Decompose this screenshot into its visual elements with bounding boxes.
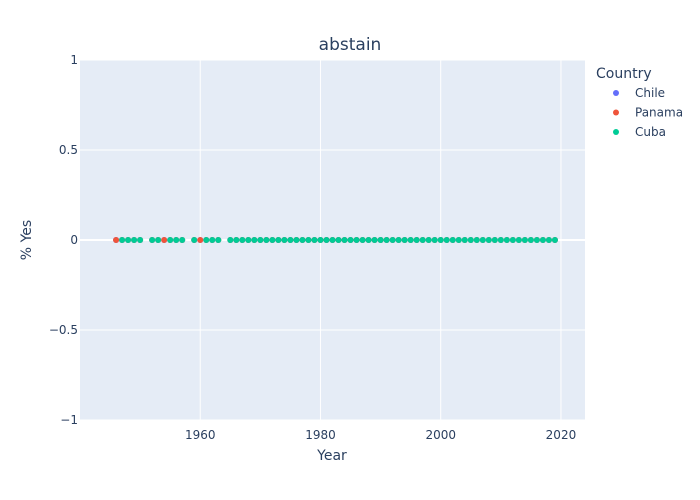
point-cuba-1968 xyxy=(245,237,252,243)
point-cuba-1979 xyxy=(311,237,318,243)
point-cuba-1986 xyxy=(353,237,360,243)
point-cuba-2016 xyxy=(533,237,540,243)
point-cuba-1976 xyxy=(293,237,300,243)
point-cuba-1999 xyxy=(431,237,438,243)
point-cuba-2004 xyxy=(461,237,468,243)
point-cuba-1993 xyxy=(395,237,402,243)
legend-label-cuba: Cuba xyxy=(635,125,666,139)
x-axis-ticks: 1960 1980 2000 2020 xyxy=(185,428,576,442)
point-cuba-1984 xyxy=(341,237,348,243)
legend-label-chile: Chile xyxy=(635,86,665,100)
point-cuba-1952 xyxy=(149,237,156,243)
x-tick-label: 2020 xyxy=(546,428,577,442)
point-cuba-1973 xyxy=(275,237,282,243)
point-cuba-1956 xyxy=(173,237,180,243)
point-cuba-1957 xyxy=(179,237,186,243)
x-axis-title: Year xyxy=(316,448,347,464)
y-tick-label: 0 xyxy=(70,233,78,247)
legend-marker-chile xyxy=(613,90,619,96)
point-cuba-2006 xyxy=(473,237,480,243)
point-cuba-1955 xyxy=(167,237,174,243)
legend-marker-panama xyxy=(613,109,619,116)
point-cuba-2009 xyxy=(491,237,498,243)
point-cuba-2007 xyxy=(479,237,486,243)
y-tick-label: 0.5 xyxy=(59,143,78,157)
x-tick-label: 2000 xyxy=(425,428,456,442)
point-cuba-1966 xyxy=(233,237,240,243)
point-cuba-1972 xyxy=(269,237,276,243)
point-cuba-1967 xyxy=(239,237,246,243)
point-cuba-1989 xyxy=(371,237,378,243)
point-cuba-1985 xyxy=(347,237,354,243)
point-cuba-1982 xyxy=(329,237,336,243)
point-cuba-1994 xyxy=(401,237,408,243)
point-cuba-1981 xyxy=(323,237,330,243)
point-cuba-1948 xyxy=(125,237,132,243)
x-tick-label: 1960 xyxy=(185,428,216,442)
point-cuba-1965 xyxy=(227,237,234,243)
point-cuba-2003 xyxy=(455,237,462,243)
point-panama-1946 xyxy=(113,237,120,243)
y-tick-label: −1 xyxy=(60,413,78,427)
point-cuba-2019 xyxy=(551,237,558,243)
point-cuba-2012 xyxy=(509,237,516,243)
point-panama-1960 xyxy=(197,237,204,243)
point-cuba-1975 xyxy=(287,237,294,243)
point-cuba-2008 xyxy=(485,237,492,243)
point-cuba-1949 xyxy=(131,237,138,243)
point-cuba-1997 xyxy=(419,237,426,243)
point-cuba-2010 xyxy=(497,237,504,243)
legend-marker-cuba xyxy=(613,129,619,135)
point-cuba-1947 xyxy=(119,237,126,243)
point-cuba-1987 xyxy=(359,237,366,243)
y-axis-title: % Yes xyxy=(19,220,35,260)
point-cuba-1998 xyxy=(425,237,432,243)
y-axis-ticks: −1 −0.5 0 0.5 1 xyxy=(49,53,78,427)
point-cuba-1995 xyxy=(407,237,414,243)
point-cuba-2000 xyxy=(437,237,444,243)
point-cuba-1962 xyxy=(209,237,216,243)
point-cuba-1983 xyxy=(335,237,342,243)
point-cuba-2005 xyxy=(467,237,474,243)
point-cuba-1978 xyxy=(305,237,312,243)
point-cuba-1971 xyxy=(263,237,270,243)
point-cuba-1977 xyxy=(299,237,306,243)
point-cuba-2018 xyxy=(545,237,552,243)
point-cuba-1990 xyxy=(377,237,384,243)
point-cuba-1959 xyxy=(191,237,198,243)
point-cuba-2015 xyxy=(527,237,534,243)
point-cuba-1953 xyxy=(155,237,162,243)
point-cuba-2011 xyxy=(503,237,510,243)
point-cuba-1950 xyxy=(137,237,144,243)
x-tick-label: 1980 xyxy=(305,428,336,442)
series-cuba xyxy=(119,237,558,243)
chart-title: abstain xyxy=(319,35,382,55)
point-cuba-1980 xyxy=(317,237,324,243)
point-cuba-1961 xyxy=(203,237,210,243)
y-tick-label: −0.5 xyxy=(49,323,78,337)
point-cuba-1970 xyxy=(257,237,264,243)
point-cuba-2002 xyxy=(449,237,456,243)
point-cuba-2013 xyxy=(515,237,522,243)
point-cuba-1963 xyxy=(215,237,222,243)
point-cuba-2017 xyxy=(539,237,546,243)
point-cuba-1991 xyxy=(383,237,390,243)
point-panama-1954 xyxy=(161,237,168,243)
point-cuba-2001 xyxy=(443,237,450,243)
legend-label-panama: Panama xyxy=(635,106,683,120)
point-cuba-1992 xyxy=(389,237,396,243)
point-cuba-1969 xyxy=(251,237,258,243)
point-cuba-2014 xyxy=(521,237,528,243)
y-tick-label: 1 xyxy=(70,53,78,67)
point-cuba-1974 xyxy=(281,237,288,243)
point-cuba-1996 xyxy=(413,237,420,243)
legend-title: Country xyxy=(596,66,652,82)
point-cuba-1988 xyxy=(365,237,372,243)
legend: Country Chile Panama Cuba xyxy=(596,66,683,139)
data-points xyxy=(113,237,558,243)
